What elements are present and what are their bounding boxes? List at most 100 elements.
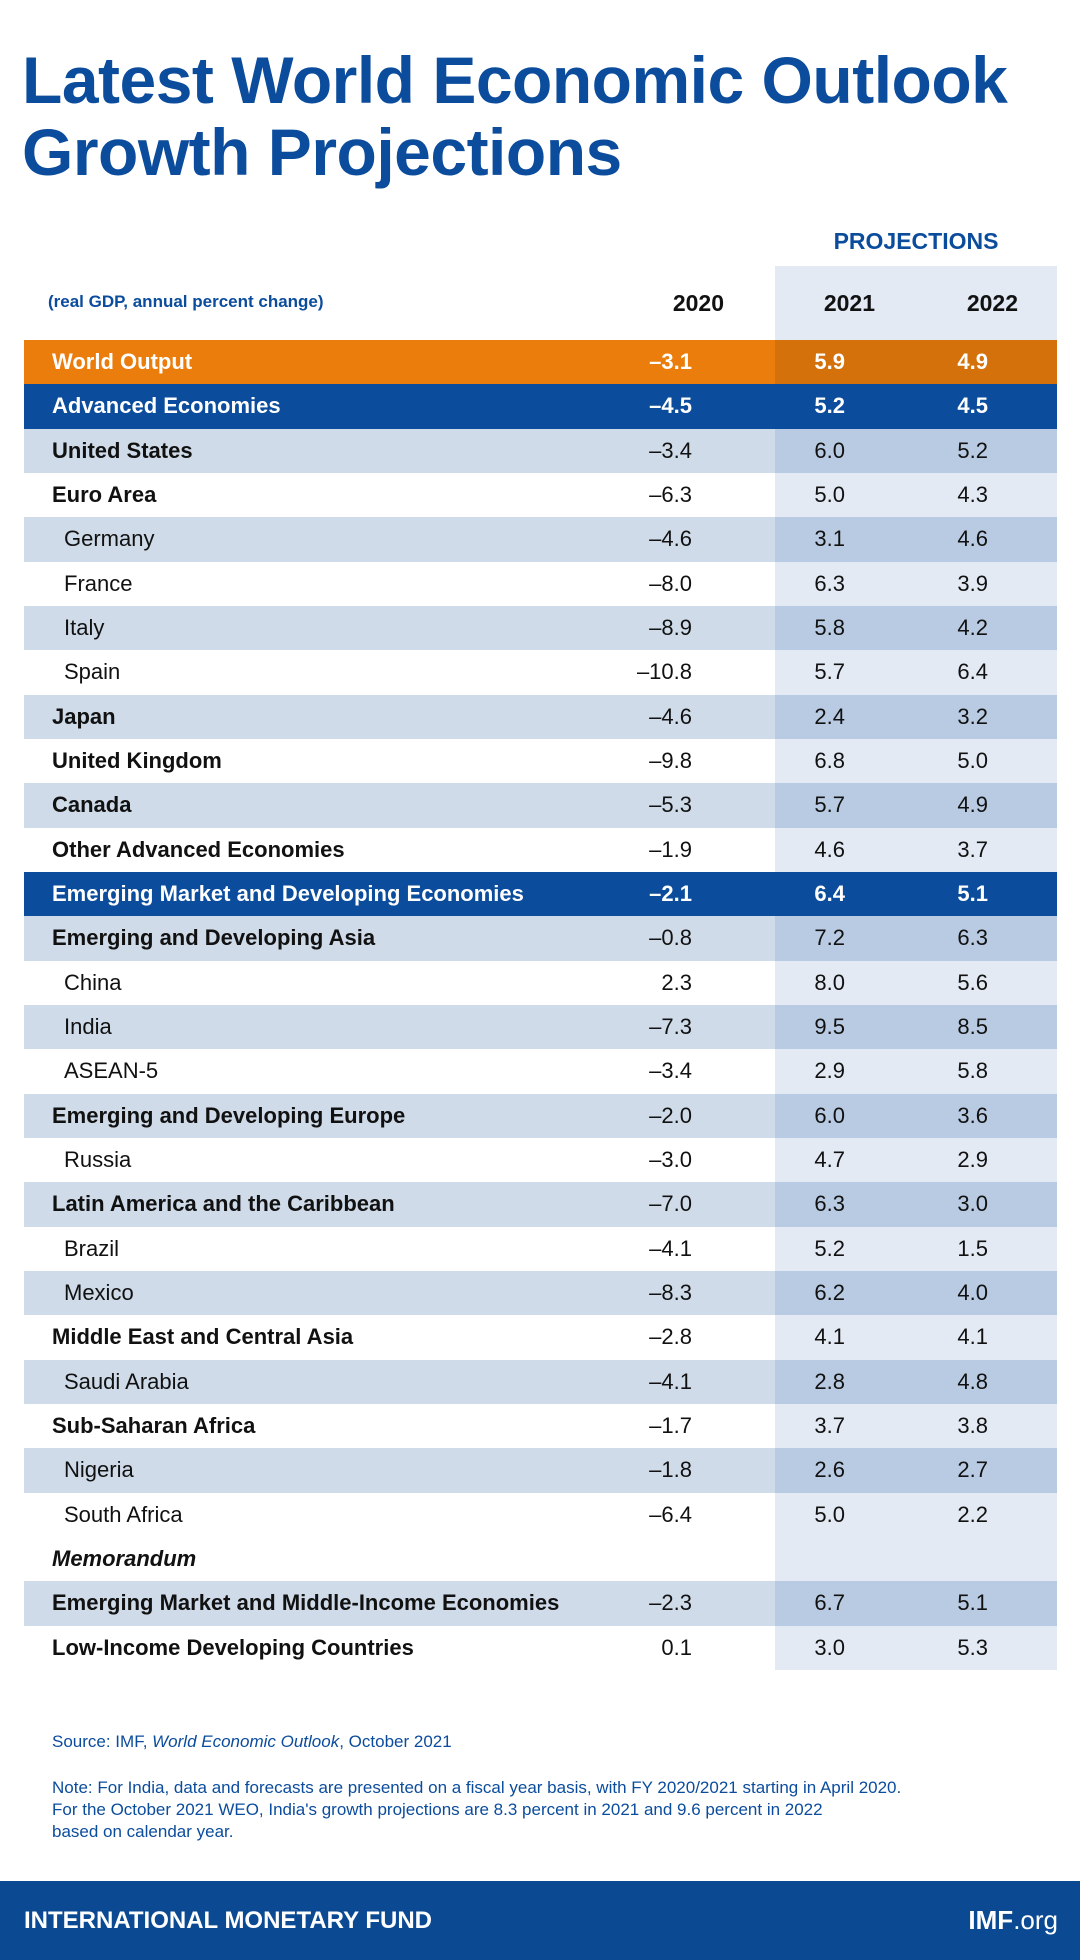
cell-value: –1.9 [649,836,692,862]
cell-value: 4.2 [957,614,988,640]
row-label: Memorandum [52,1545,197,1571]
projection-cell-shade [775,1536,1057,1582]
projection-cell-shade [775,694,1057,739]
cell-value: 5.2 [957,437,988,463]
projection-cell-shade [775,1004,1057,1050]
row-label: Latin America and the Caribbean [52,1191,395,1217]
table-row: Memorandum [24,1536,1057,1582]
cell-value: 5.6 [957,969,988,995]
row-label: India [64,1013,112,1039]
cell-value: 6.4 [957,659,988,685]
cell-value: 4.1 [814,1324,845,1350]
website: IMF.org [968,1905,1058,1936]
organization: INTERNATIONAL MONETARY FUND [24,1907,432,1934]
cell-value: 1.5 [957,1235,988,1261]
row-label: Euro Area [52,481,157,507]
cell-value: 4.1 [957,1324,988,1350]
cell-value: 6.3 [814,1191,845,1217]
cell-value: –4.6 [649,703,692,729]
row-label: Canada [52,792,132,818]
cell-value: 5.9 [814,349,845,374]
table-row: Brazil –4.1 5.2 1.5 [24,1226,1057,1271]
note: Note: For India, data and forecasts are … [52,1777,901,1843]
cell-value: 5.7 [814,792,845,818]
row-label: Sub-Saharan Africa [52,1412,256,1438]
cell-value: –6.3 [649,481,692,507]
row-label: Brazil [64,1235,120,1261]
table-row: France –8.0 6.3 3.9 [24,561,1057,606]
table-caption: (real GDP, annual percent change) [48,292,324,311]
row-label: Emerging and Developing Europe [52,1102,406,1128]
cell-value: –2.8 [649,1324,692,1350]
cell-value: 5.1 [957,1590,988,1616]
cell-value: –8.0 [649,570,692,596]
column-header: 2022 [966,290,1018,316]
table-row: Sub-Saharan Africa –1.7 3.7 3.8 [24,1403,1057,1449]
projection-cell-shade [775,517,1057,562]
table-row: Nigeria –1.8 2.6 2.7 [24,1448,1057,1493]
row-label: Emerging Market and Middle-Income Econom… [52,1590,560,1616]
cell-value: –6.4 [649,1501,692,1527]
projection-cell-shade [775,650,1057,695]
cell-value: 4.9 [957,792,988,818]
cell-value: 5.3 [957,1634,988,1660]
projection-cell-shade [775,1049,1057,1094]
cell-value: –2.1 [649,880,692,906]
title: Latest World Economic Outlook Growth Pro… [22,44,1008,188]
table-row: Italy –8.9 5.8 4.2 [24,605,1057,651]
projection-cell-shade [775,561,1057,606]
table-row: Emerging Market and Developing Economies… [24,871,1057,917]
table-row: Other Advanced Economies –1.9 4.6 3.7 [24,827,1057,872]
cell-value: 5.8 [957,1058,988,1084]
cell-value: –3.4 [649,1058,692,1084]
cell-value: 6.8 [814,747,845,773]
projection-cell-shade [775,827,1057,872]
projections-label: PROJECTIONS [833,228,999,254]
cell-value: 2.6 [814,1457,845,1483]
cell-value: –3.1 [649,349,692,374]
projection-cell-shade [775,1137,1057,1183]
table-row: Mexico –8.3 6.2 4.0 [24,1270,1057,1316]
row-label: Advanced Economies [52,393,281,419]
row-label: Middle East and Central Asia [52,1324,354,1350]
table-row: Advanced Economies –4.5 5.2 4.5 [24,384,1057,429]
cell-value: 4.3 [957,481,988,507]
projection-cell-shade [775,472,1057,518]
column-header: 2021 [823,290,875,316]
cell-value: 2.2 [957,1501,988,1527]
row-label: South Africa [64,1501,183,1527]
cell-value: 4.9 [957,349,988,374]
projection-cell-shade [775,1625,1057,1670]
cell-value: 5.7 [814,659,845,685]
cell-value: 4.6 [814,836,845,862]
row-label: Mexico [64,1279,134,1305]
projection-cell-shade [775,738,1057,784]
table-row: Japan –4.6 2.4 3.2 [24,694,1057,739]
cell-value: 3.2 [957,703,988,729]
cell-value: 7.2 [814,925,845,951]
table-row: Emerging and Developing Asia –0.8 7.2 6.3 [24,916,1057,961]
cell-value: 4.6 [957,526,988,552]
cell-value: –4.1 [649,1235,692,1261]
cell-value: 9.5 [814,1013,845,1039]
footer: INTERNATIONAL MONETARY FUND IMF.org [0,1881,1080,1960]
table-row: Germany –4.6 3.1 4.6 [24,517,1057,562]
cell-value: –10.8 [636,659,692,685]
source: Source: IMF, World Economic Outlook, Oct… [52,1732,452,1752]
cell-value: 5.8 [814,614,845,640]
source-text: Source: IMF, [52,1732,153,1751]
table-row: China 2.3 8.0 5.6 [24,960,1057,1005]
column-header: 2020 [672,290,724,316]
cell-value: 3.0 [814,1634,845,1660]
projection-cell-shade [775,1448,1057,1493]
cell-value: –4.1 [649,1368,692,1394]
projection-cell-shade [775,1581,1057,1626]
site-domain: .org [1013,1905,1058,1935]
table-row: Euro Area –6.3 5.0 4.3 [24,472,1057,518]
row-label: Nigeria [64,1457,134,1483]
row-label: Russia [64,1146,132,1172]
row-label: United States [52,437,193,463]
table-row: ASEAN-5 –3.4 2.9 5.8 [24,1049,1057,1094]
cell-value: 3.0 [957,1191,988,1217]
